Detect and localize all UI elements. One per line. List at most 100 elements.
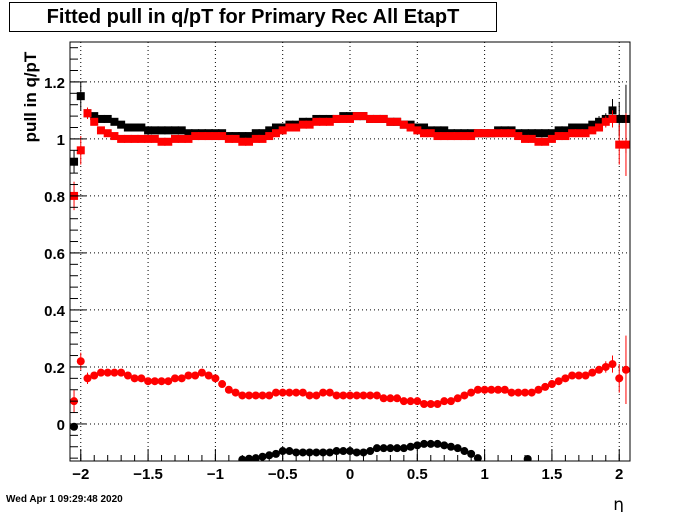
series-3 — [70, 422, 532, 461]
data-point — [292, 388, 301, 397]
data-point — [453, 394, 462, 403]
data-point — [413, 126, 422, 135]
data-point — [96, 368, 105, 377]
data-point — [245, 454, 254, 461]
data-point — [184, 129, 193, 138]
data-point — [588, 126, 597, 135]
data-point — [339, 114, 348, 123]
data-point — [595, 365, 604, 374]
data-point — [292, 448, 301, 457]
data-point — [325, 117, 334, 126]
data-point — [197, 132, 206, 141]
data-point — [332, 391, 341, 400]
data-point — [440, 397, 449, 406]
data-point — [305, 448, 314, 457]
data-point — [117, 134, 126, 143]
data-point — [258, 129, 267, 138]
data-point — [245, 132, 254, 141]
data-point — [581, 129, 590, 138]
data-point — [191, 371, 200, 380]
data-point — [366, 114, 375, 123]
data-point — [621, 365, 630, 374]
data-point — [211, 374, 220, 383]
data-point — [325, 388, 334, 397]
data-point — [467, 132, 476, 141]
data-point — [406, 442, 415, 451]
y-tick-label: 0.8 — [44, 189, 65, 206]
data-point — [103, 129, 112, 138]
data-point — [366, 391, 375, 400]
data-point — [164, 377, 173, 386]
data-point — [399, 444, 408, 453]
data-point — [211, 132, 220, 141]
data-point — [554, 377, 563, 386]
data-point — [534, 385, 543, 394]
data-point — [110, 132, 119, 141]
data-point — [372, 391, 381, 400]
data-point — [420, 123, 429, 132]
data-point — [123, 134, 132, 143]
data-point — [554, 132, 563, 141]
data-point — [218, 132, 227, 141]
data-point — [440, 132, 449, 141]
data-point — [76, 146, 85, 155]
data-point — [346, 391, 354, 400]
data-point — [90, 117, 99, 126]
data-point — [298, 448, 307, 457]
data-point — [372, 444, 381, 453]
x-tick-label: 0.5 — [407, 466, 428, 483]
data-point — [386, 117, 395, 126]
axes: −2 −1.5 −1 −0.5 0 0.5 1 1.5 2 0 0.2 0.4 0.6 0.8 1 1.2 — [44, 47, 623, 483]
data-point — [568, 123, 577, 132]
data-point — [164, 126, 173, 135]
data-point — [514, 388, 523, 397]
data-point — [568, 371, 577, 380]
data-point — [305, 391, 314, 400]
data-point — [177, 126, 186, 135]
data-point — [171, 126, 179, 135]
data-point — [595, 117, 604, 126]
data-point — [446, 442, 455, 451]
data-point — [144, 134, 153, 143]
x-tick-label: −1 — [207, 466, 224, 483]
data-point — [110, 368, 119, 377]
data-point — [487, 385, 496, 394]
data-point — [271, 449, 280, 458]
data-point — [103, 114, 112, 123]
data-point — [433, 126, 442, 135]
x-tick-label: −0.5 — [268, 466, 298, 483]
data-point — [446, 132, 455, 141]
series-2 — [70, 335, 630, 413]
data-point — [204, 371, 213, 380]
data-point — [581, 123, 590, 132]
data-point — [238, 132, 247, 141]
data-point — [278, 126, 287, 135]
data-point — [312, 117, 321, 126]
data-point — [393, 117, 402, 126]
y-tick-label: 1.2 — [44, 75, 65, 92]
data-point — [298, 120, 307, 129]
data-point — [285, 123, 294, 132]
data-point — [305, 120, 314, 129]
data-point — [527, 388, 536, 397]
data-point — [83, 109, 92, 118]
data-point — [595, 123, 604, 132]
data-point — [386, 444, 395, 453]
data-point — [561, 126, 570, 135]
data-point — [144, 377, 153, 386]
data-point — [251, 391, 260, 400]
data-point — [500, 385, 509, 394]
data-point — [312, 391, 321, 400]
data-point — [251, 129, 260, 138]
data-point — [319, 117, 328, 126]
data-point — [467, 449, 476, 458]
data-point — [601, 362, 610, 371]
data-point — [379, 114, 388, 123]
data-point — [352, 448, 361, 457]
data-point — [271, 129, 280, 138]
data-point — [420, 439, 429, 448]
data-point — [399, 397, 408, 406]
data-point — [615, 374, 624, 383]
data-point — [171, 374, 179, 383]
data-point — [507, 388, 516, 397]
